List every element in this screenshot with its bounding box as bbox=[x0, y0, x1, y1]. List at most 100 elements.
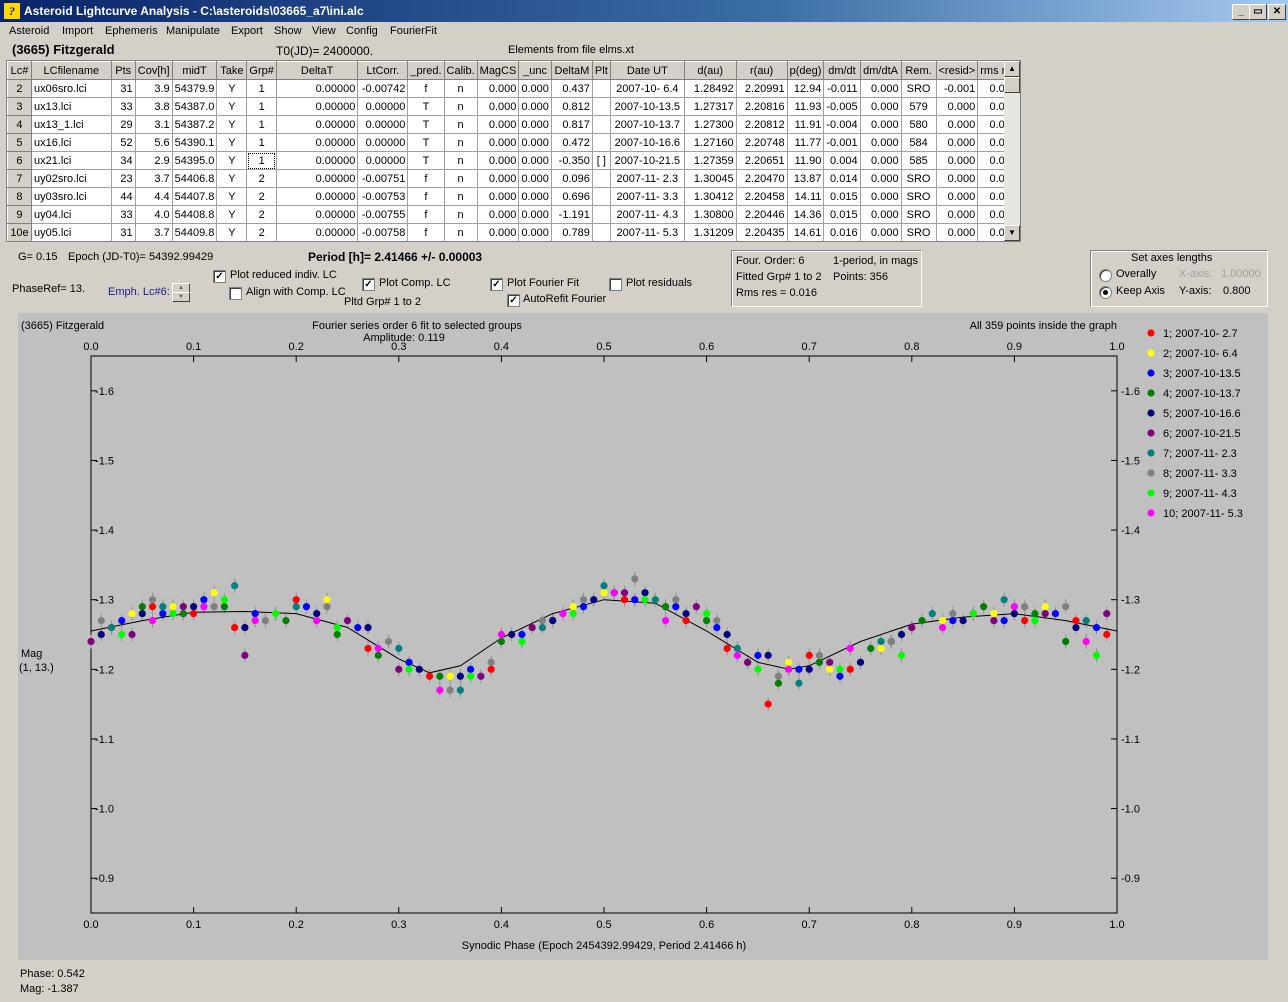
table-cell[interactable]: 0.000 bbox=[518, 205, 552, 224]
lightcurve-table[interactable]: Lc# LCfilename Pts Cov[h] midT Take Grp# DeltaT… bbox=[6, 60, 1021, 242]
table-cell[interactable]: 3.1 bbox=[134, 115, 173, 134]
table-cell[interactable]: 584 bbox=[900, 133, 937, 152]
table-cell[interactable]: 0.789 bbox=[550, 223, 593, 241]
table-cell[interactable]: n bbox=[443, 115, 478, 134]
table-cell[interactable]: 0.004 bbox=[823, 151, 861, 170]
table-cell[interactable]: -0.004 bbox=[823, 115, 861, 134]
table-cell[interactable]: 0.000 bbox=[935, 205, 979, 224]
table-cell[interactable] bbox=[591, 223, 611, 241]
table-cell[interactable]: 0.000 bbox=[935, 115, 979, 134]
table-cell[interactable]: 2007-10-21.5 bbox=[609, 151, 685, 170]
table-cell[interactable]: SRO bbox=[900, 223, 937, 241]
table-cell[interactable]: 1 bbox=[246, 133, 277, 152]
table-cell[interactable]: 0.000 bbox=[518, 79, 552, 98]
table-cell[interactable]: 0.000 bbox=[518, 169, 552, 188]
table-cell[interactable]: 2.20812 bbox=[735, 115, 788, 134]
table-cell[interactable]: 2.20816 bbox=[735, 97, 788, 116]
table-row[interactable]: 10e uy05.lci 31 3.7 54409.8 Y 2 0.00000 -0.00758… bbox=[7, 223, 1020, 241]
table-cell[interactable] bbox=[591, 115, 611, 134]
table-cell[interactable]: 1.30800 bbox=[683, 205, 737, 224]
table-cell[interactable]: 0.000 bbox=[476, 133, 520, 152]
table-cell[interactable]: 2007-10- 6.4 bbox=[609, 79, 685, 98]
table-cell[interactable]: 2.20435 bbox=[735, 223, 788, 241]
column-header[interactable]: _pred. bbox=[407, 61, 445, 80]
table-cell[interactable]: 0.000 bbox=[518, 115, 552, 134]
table-cell[interactable]: -0.00751 bbox=[357, 169, 409, 188]
table-scrollbar[interactable]: ▲ ▼ bbox=[1004, 61, 1020, 241]
column-header[interactable]: p(deg) bbox=[786, 61, 825, 80]
table-cell[interactable]: -0.005 bbox=[823, 97, 861, 116]
table-cell[interactable]: 0.00000 bbox=[275, 115, 359, 134]
menu-asteroid[interactable]: Asteroid bbox=[9, 25, 50, 37]
table-cell[interactable]: 0.00000 bbox=[275, 187, 359, 206]
lightcurve-plot-panel[interactable]: 0.0 0.0 0.1 0.1 0.2 0.2 0.3 0.3 0.4 0.4 0.5 0.5 0.6 0… bbox=[18, 313, 1268, 960]
menu-manipulate[interactable]: Manipulate bbox=[166, 25, 220, 37]
table-cell[interactable]: 2 bbox=[246, 205, 277, 224]
table-cell[interactable]: 14.61 bbox=[786, 223, 825, 241]
table-cell[interactable]: n bbox=[443, 97, 478, 116]
plot-residuals-checkbox[interactable] bbox=[609, 278, 622, 291]
column-header[interactable]: Pts bbox=[110, 61, 136, 80]
table-cell[interactable]: 585 bbox=[900, 151, 937, 170]
table-cell[interactable]: 33 bbox=[110, 205, 136, 224]
table-cell[interactable]: 0.00000 bbox=[275, 205, 359, 224]
table-cell[interactable]: 0.00000 bbox=[275, 223, 359, 241]
table-cell[interactable]: 2.20748 bbox=[735, 133, 788, 152]
column-header[interactable]: DeltaM bbox=[550, 61, 593, 80]
table-cell[interactable]: 0.000 bbox=[476, 115, 520, 134]
table-cell[interactable]: 0.00000 bbox=[275, 169, 359, 188]
table-cell[interactable]: -0.00755 bbox=[357, 205, 409, 224]
row-header[interactable]: 10e bbox=[7, 223, 32, 241]
table-cell[interactable]: ux06sro.lci bbox=[30, 79, 112, 98]
table-cell[interactable]: -0.001 bbox=[935, 79, 979, 98]
row-header[interactable]: 8 bbox=[7, 187, 32, 206]
table-cell[interactable]: 0.817 bbox=[550, 115, 593, 134]
column-header[interactable]: LtCorr. bbox=[357, 61, 409, 80]
table-cell[interactable]: 0.000 bbox=[935, 133, 979, 152]
phase-ref[interactable]: PhaseRef= 13. bbox=[12, 283, 86, 295]
column-header[interactable]: Calib. bbox=[443, 61, 478, 80]
table-cell[interactable]: -0.00758 bbox=[357, 223, 409, 241]
column-header[interactable]: d(au) bbox=[683, 61, 737, 80]
table-cell[interactable]: -0.00742 bbox=[357, 79, 409, 98]
row-header[interactable]: 4 bbox=[7, 115, 32, 134]
table-cell[interactable]: 4.0 bbox=[134, 205, 173, 224]
row-header[interactable]: 5 bbox=[7, 133, 32, 152]
table-cell[interactable]: 54406.8 bbox=[171, 169, 218, 188]
table-cell[interactable]: 54395.0 bbox=[171, 151, 218, 170]
table-cell[interactable]: 1 bbox=[246, 115, 277, 134]
table-cell[interactable]: 0.00000 bbox=[275, 151, 359, 170]
plotted-groups[interactable]: Pltd Grp# 1 to 2 bbox=[344, 296, 422, 308]
plot-comp-checkbox[interactable]: ✓ bbox=[362, 278, 375, 291]
column-header[interactable]: Rem. bbox=[900, 61, 937, 80]
table-row[interactable]: 8 uy03sro.lci 44 4.4 54407.8 Y 2 0.00000 -0.0075… bbox=[7, 187, 1020, 206]
column-header[interactable]: MagCS bbox=[476, 61, 520, 80]
table-cell[interactable]: 2007-11- 3.3 bbox=[609, 187, 685, 206]
menu-export[interactable]: Export bbox=[231, 25, 263, 37]
table-cell[interactable]: f bbox=[407, 169, 445, 188]
table-cell[interactable]: 14.11 bbox=[786, 187, 825, 206]
table-cell[interactable]: n bbox=[443, 151, 478, 170]
table-cell[interactable]: SRO bbox=[900, 79, 937, 98]
table-cell[interactable]: 34 bbox=[110, 151, 136, 170]
table-cell[interactable]: 0.000 bbox=[859, 187, 902, 206]
table-cell[interactable]: 54409.8 bbox=[171, 223, 218, 241]
align-comp-checkbox[interactable] bbox=[229, 287, 242, 300]
scroll-up-icon[interactable]: ▲ bbox=[1004, 61, 1020, 77]
y-axis-value[interactable]: 0.800 bbox=[1223, 285, 1251, 297]
column-header[interactable]: dm/dtA bbox=[859, 61, 902, 80]
table-cell[interactable]: -1.191 bbox=[550, 205, 593, 224]
lightcurve-chart[interactable]: 0.0 0.0 0.1 0.1 0.2 0.2 0.3 0.3 0.4 0.4 0.5 0.5 0.6 0… bbox=[18, 313, 1268, 960]
table-cell[interactable]: 12.94 bbox=[786, 79, 825, 98]
table-cell[interactable]: uy03sro.lci bbox=[30, 187, 112, 206]
column-header[interactable]: <resid> bbox=[935, 61, 979, 80]
table-cell[interactable]: 0.000 bbox=[476, 169, 520, 188]
table-cell[interactable]: T bbox=[407, 115, 445, 134]
table-cell[interactable]: 3.8 bbox=[134, 97, 173, 116]
table-cell[interactable]: 1.28492 bbox=[683, 79, 737, 98]
table-row[interactable]: 9 uy04.lci 33 4.0 54408.8 Y 2 0.00000 -0.00755 f n… bbox=[7, 205, 1020, 224]
table-cell[interactable]: 0.014 bbox=[823, 169, 861, 188]
table-cell[interactable]: 54387.2 bbox=[171, 115, 218, 134]
